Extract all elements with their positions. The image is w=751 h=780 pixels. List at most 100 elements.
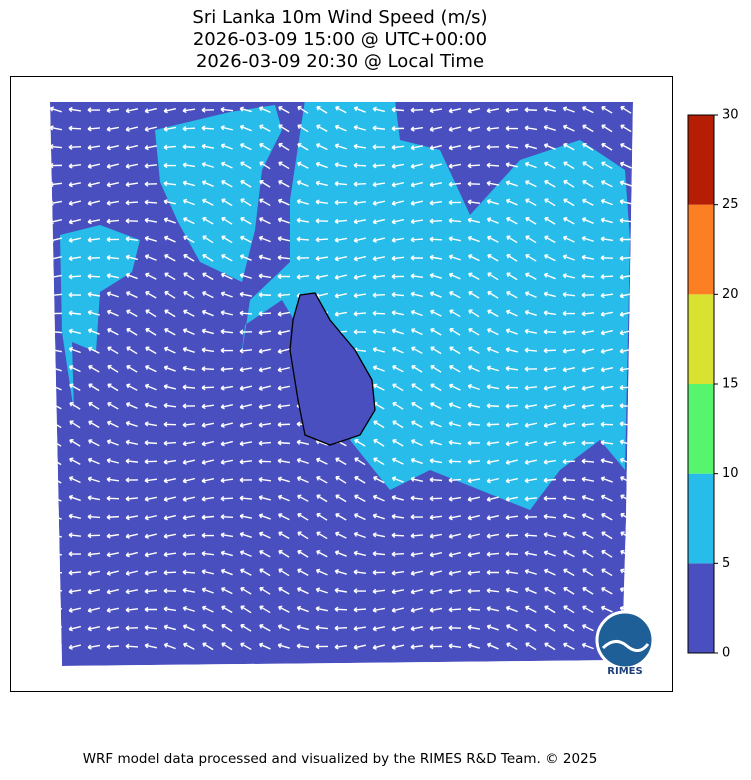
wind-arrow [372, 365, 385, 372]
wind-arrow [486, 180, 500, 187]
wind-arrow [372, 256, 386, 262]
wind-arrow [68, 494, 81, 502]
wind-arrow [258, 366, 271, 373]
wind-arrow [125, 254, 138, 261]
wind-arrow [258, 311, 272, 317]
wind-arrow [278, 124, 290, 133]
wind-arrow [202, 624, 214, 632]
wind-arrow [315, 274, 329, 280]
wind-arrow [505, 198, 518, 206]
wind-arrow [353, 550, 366, 557]
wind-arrow [429, 570, 442, 576]
wind-arrow [239, 403, 252, 410]
wind-arrow [582, 605, 594, 614]
wind-arrow [486, 642, 499, 650]
wind-arrow [315, 587, 328, 594]
wind-arrow [563, 623, 575, 632]
wind-arrow [334, 181, 348, 187]
wind-arrow [106, 644, 120, 650]
wind-arrow [619, 255, 633, 261]
wind-arrow [334, 550, 347, 557]
wind-arrow [87, 625, 101, 632]
wind-arrow [600, 311, 614, 317]
wind-arrow [144, 570, 158, 576]
wind-arrow [486, 162, 500, 168]
wind-arrow [69, 383, 81, 391]
wind-arrow [106, 236, 120, 243]
wind-arrow [619, 217, 633, 224]
wind-arrow [144, 458, 158, 465]
wind-arrow [524, 550, 538, 556]
wind-arrow [240, 586, 252, 595]
wind-arrow [467, 421, 481, 427]
wind-arrow [430, 346, 442, 355]
wind-arrow [524, 161, 537, 169]
wind-arrow [163, 217, 176, 224]
wind-arrow [163, 126, 177, 132]
wind-arrow [543, 532, 557, 538]
wind-arrow [220, 550, 233, 557]
wind-arrow [505, 551, 519, 557]
wind-arrow [486, 108, 500, 114]
wind-arrow [429, 477, 443, 483]
wind-arrow [316, 550, 328, 558]
wind-arrow [524, 366, 538, 372]
wind-arrow [163, 162, 177, 169]
wind-arrow [410, 218, 424, 225]
wind-arrow [258, 495, 271, 501]
wind-arrow [467, 254, 480, 262]
wind-arrow [562, 531, 575, 539]
wind-arrow [506, 217, 518, 225]
wind-arrow [544, 198, 556, 207]
map [50, 102, 633, 666]
wind-arrow [410, 328, 423, 336]
wind-arrow [524, 328, 538, 334]
wind-arrow [106, 514, 120, 520]
wind-arrow [258, 385, 271, 391]
wind-arrow [353, 513, 366, 521]
wind-arrow [543, 291, 556, 298]
wind-arrow [259, 198, 271, 207]
wind-arrow [562, 124, 575, 132]
wind-arrow [239, 513, 253, 519]
wind-arrow [429, 495, 443, 502]
wind-arrow [334, 255, 348, 262]
wind-arrow [240, 179, 252, 188]
colorbar-tick-label: 5 [722, 556, 730, 571]
wind-arrow [69, 420, 81, 429]
wind-arrow [182, 365, 196, 371]
colorbar-tick-label: 30 [722, 108, 739, 123]
wind-arrow [296, 439, 310, 445]
wind-arrow [87, 200, 100, 206]
wind-arrow [543, 550, 556, 557]
wind-arrow [163, 642, 176, 650]
wind-arrow [543, 513, 557, 520]
wind-arrow [430, 327, 442, 336]
wind-arrow [296, 236, 310, 242]
wind-arrow [486, 551, 500, 557]
wind-arrow [581, 329, 595, 336]
wind-arrow [220, 385, 234, 391]
wind-arrow [202, 198, 214, 206]
wind-arrow [410, 476, 424, 483]
wind-arrow [600, 421, 614, 428]
wind-arrow [430, 383, 442, 392]
wind-arrow [410, 163, 423, 169]
wind-arrow [296, 587, 309, 595]
wind-zone [60, 225, 140, 412]
wind-arrow [164, 272, 176, 281]
wind-arrow [220, 328, 234, 335]
wind-arrow [391, 273, 405, 280]
wind-arrow [429, 182, 443, 188]
wind-arrow [486, 365, 499, 372]
wind-arrow [581, 624, 594, 632]
wind-arrow [562, 348, 576, 354]
wind-arrow [353, 329, 367, 335]
wind-arrow [258, 273, 272, 279]
wind-arrow [619, 199, 633, 205]
wind-arrow [429, 514, 443, 521]
wind-arrow [486, 440, 500, 447]
wind-arrow [182, 496, 196, 502]
wind-arrow [486, 496, 499, 502]
wind-arrow [87, 588, 101, 595]
